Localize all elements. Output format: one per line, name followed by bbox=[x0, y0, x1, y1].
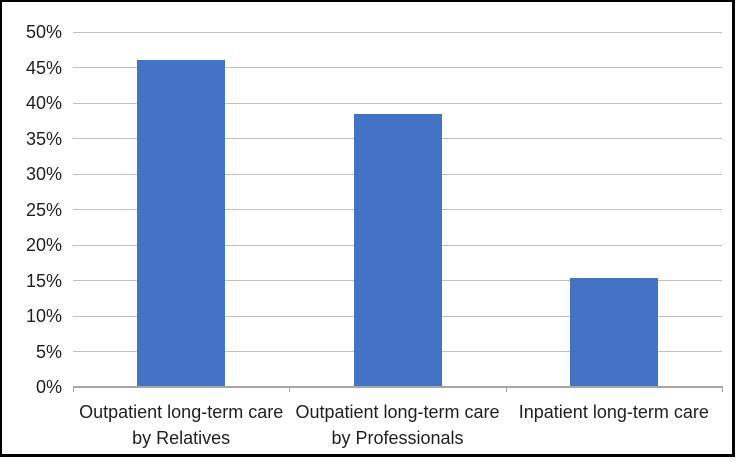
y-axis-label: 45% bbox=[25, 57, 62, 78]
y-axis-label: 40% bbox=[25, 93, 62, 113]
x-axis-tick bbox=[73, 387, 74, 392]
y-axis-label: 25% bbox=[25, 199, 62, 220]
bar-inpatient bbox=[569, 277, 658, 387]
y-axis-label: 20% bbox=[25, 235, 62, 255]
x-axis-tick bbox=[722, 387, 723, 392]
bar-outpatient-relatives bbox=[137, 60, 226, 387]
y-axis-label: 50% bbox=[25, 22, 62, 42]
bar-outpatient-professionals bbox=[353, 114, 442, 387]
gridline bbox=[73, 67, 722, 68]
gridline bbox=[73, 31, 722, 33]
x-axis-line bbox=[73, 386, 723, 388]
x-axis-label: Inpatient long-term care bbox=[518, 402, 709, 422]
x-axis-tick bbox=[505, 387, 507, 392]
y-axis-label: 35% bbox=[25, 128, 62, 149]
y-axis-label: 5% bbox=[35, 341, 62, 362]
x-axis-label: Outpatient long-term care by Relatives bbox=[79, 402, 284, 448]
y-axis-label: 0% bbox=[35, 377, 62, 397]
gridline bbox=[73, 102, 722, 104]
y-axis-label: 30% bbox=[25, 164, 62, 184]
x-axis-label: Outpatient long-term care by Professiona… bbox=[295, 402, 500, 448]
y-axis-label: 15% bbox=[25, 270, 62, 291]
y-axis-label: 10% bbox=[25, 306, 62, 326]
x-axis-tick bbox=[289, 387, 291, 392]
